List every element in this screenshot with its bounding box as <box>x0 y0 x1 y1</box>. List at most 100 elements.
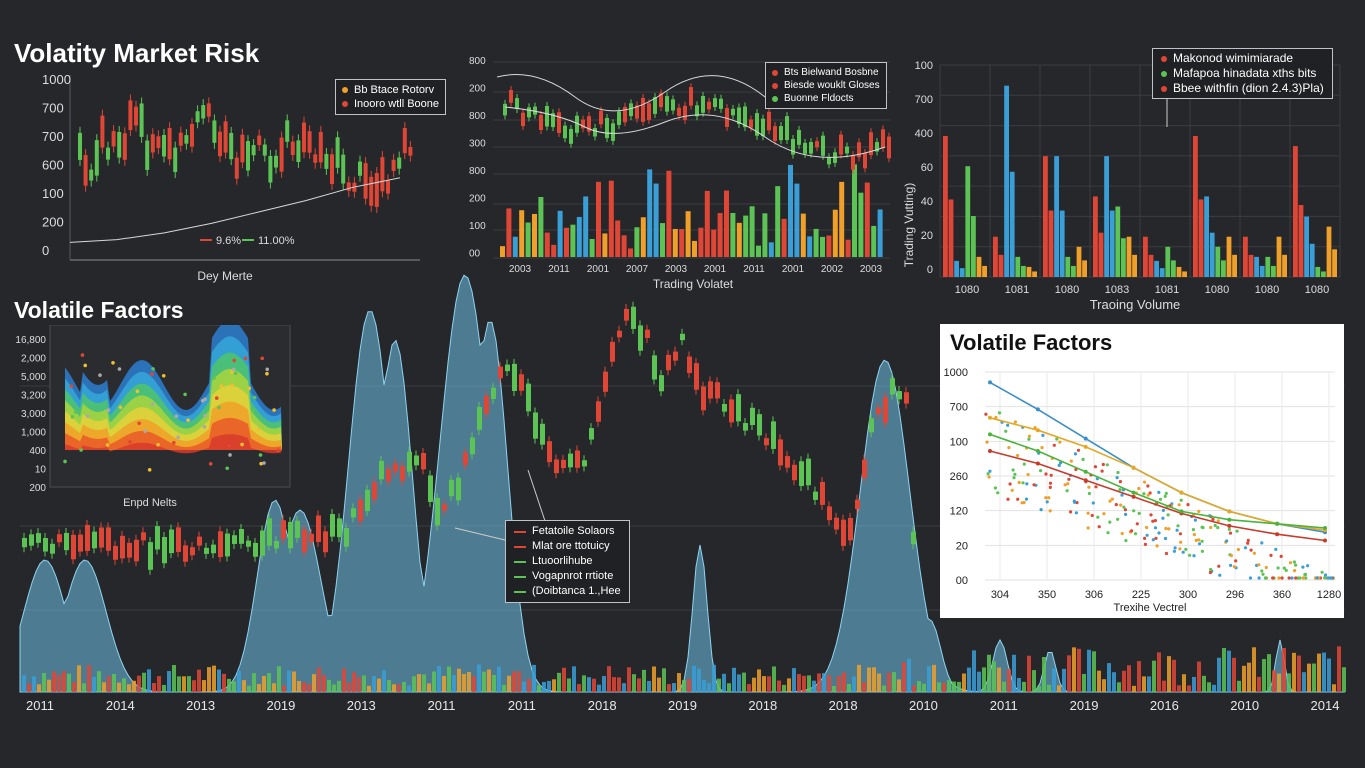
candle <box>190 124 194 147</box>
scatter-point <box>119 405 123 409</box>
volume-bar <box>312 674 316 692</box>
candle <box>701 387 706 411</box>
scatter-point <box>1258 576 1261 579</box>
scatter-point <box>1246 542 1249 545</box>
candle <box>665 96 669 112</box>
scatter-point <box>1077 449 1080 452</box>
volume-bar <box>187 676 191 692</box>
x-axis-label: Traoing Volume <box>1090 297 1181 312</box>
scatter-point <box>1233 565 1236 568</box>
scatter-point <box>1047 496 1050 499</box>
scatter-point <box>988 475 991 478</box>
scatter-point <box>1277 576 1280 579</box>
scatter-point <box>1098 525 1101 528</box>
candle <box>876 408 881 414</box>
bar <box>1293 146 1298 277</box>
candle <box>911 532 916 545</box>
volume-bar <box>337 681 341 692</box>
candle <box>845 147 849 154</box>
volume-bar <box>547 681 551 692</box>
volume-bar <box>67 674 71 692</box>
candle <box>400 466 405 481</box>
volume-bar <box>212 666 216 692</box>
candle <box>211 545 216 554</box>
volume-bar <box>257 684 261 692</box>
scatter-point <box>1201 526 1204 529</box>
candle <box>212 120 216 142</box>
volume-bar <box>947 680 951 692</box>
volume-bar <box>822 673 826 692</box>
candle <box>689 87 693 106</box>
factors-left-title: Volatile Factors <box>14 297 184 324</box>
candle <box>761 119 765 137</box>
volume-bar <box>932 665 936 692</box>
legend-top-left: Bb Btace Rotorv Inooro wtll Boone <box>335 79 446 115</box>
bar <box>1254 257 1259 277</box>
candle <box>611 123 615 141</box>
candle <box>713 98 717 107</box>
volume-bar <box>447 667 451 692</box>
candle <box>89 170 93 181</box>
volume-bar <box>1272 670 1276 692</box>
volume-bar <box>820 237 825 257</box>
scatter-point <box>1216 526 1219 529</box>
candle <box>851 155 855 170</box>
scatter-point <box>1132 509 1135 512</box>
candle <box>848 518 853 540</box>
candle <box>64 533 69 550</box>
x-tick-label: 2013 <box>186 698 215 713</box>
candle <box>809 142 813 154</box>
bar <box>1265 257 1270 277</box>
bar <box>1260 266 1265 277</box>
scatter-point <box>1229 564 1232 567</box>
candle <box>127 543 132 558</box>
candle <box>196 111 200 122</box>
x-tick-label: 2011 <box>990 698 1018 713</box>
scatter-point <box>1016 454 1019 457</box>
scatter-point <box>1180 499 1183 502</box>
volume-bar <box>467 672 471 692</box>
panel-right-scatter: Volatile Factors 1000 700 100 260 120 20 00 30… <box>940 324 1344 618</box>
scatter-point <box>1013 473 1016 476</box>
candle <box>792 465 797 480</box>
volume-bar <box>47 680 51 692</box>
volume-bar <box>682 680 686 692</box>
candle <box>240 135 244 163</box>
bar <box>1104 156 1109 277</box>
bar <box>1154 261 1159 277</box>
scatter-point <box>1094 465 1097 468</box>
scatter-point <box>1106 463 1109 466</box>
scatter-point <box>1294 564 1297 567</box>
volume-bar <box>582 675 586 692</box>
candle <box>22 538 27 547</box>
candle <box>779 126 783 140</box>
scatter-point <box>1274 548 1277 551</box>
bar <box>993 237 998 277</box>
x-tick-label: 2018 <box>588 698 617 713</box>
x-tick-label: 304 <box>991 589 1009 601</box>
candle <box>722 404 727 412</box>
candle <box>477 407 482 430</box>
candle <box>624 309 629 321</box>
x-tick-label: 1080 <box>1255 284 1279 296</box>
candle <box>554 459 559 473</box>
candle <box>883 397 888 423</box>
candle <box>526 384 531 412</box>
scatter-point <box>1303 573 1306 576</box>
volume-bar <box>657 678 661 692</box>
volume-bar <box>878 209 883 257</box>
scatter-point <box>1143 537 1146 540</box>
bar <box>943 136 948 277</box>
candle <box>134 540 139 562</box>
x-tick-label: 2001 <box>587 264 610 275</box>
volume-bar <box>590 239 595 257</box>
candle <box>78 535 83 552</box>
candle <box>463 453 468 465</box>
bar <box>1043 156 1048 277</box>
y-tick-label: 200 <box>29 483 46 494</box>
y-tick-label: 40 <box>921 196 933 208</box>
candle <box>295 521 300 538</box>
volume-bar <box>777 681 781 692</box>
scatter-point <box>1188 554 1191 557</box>
candle <box>407 452 412 472</box>
